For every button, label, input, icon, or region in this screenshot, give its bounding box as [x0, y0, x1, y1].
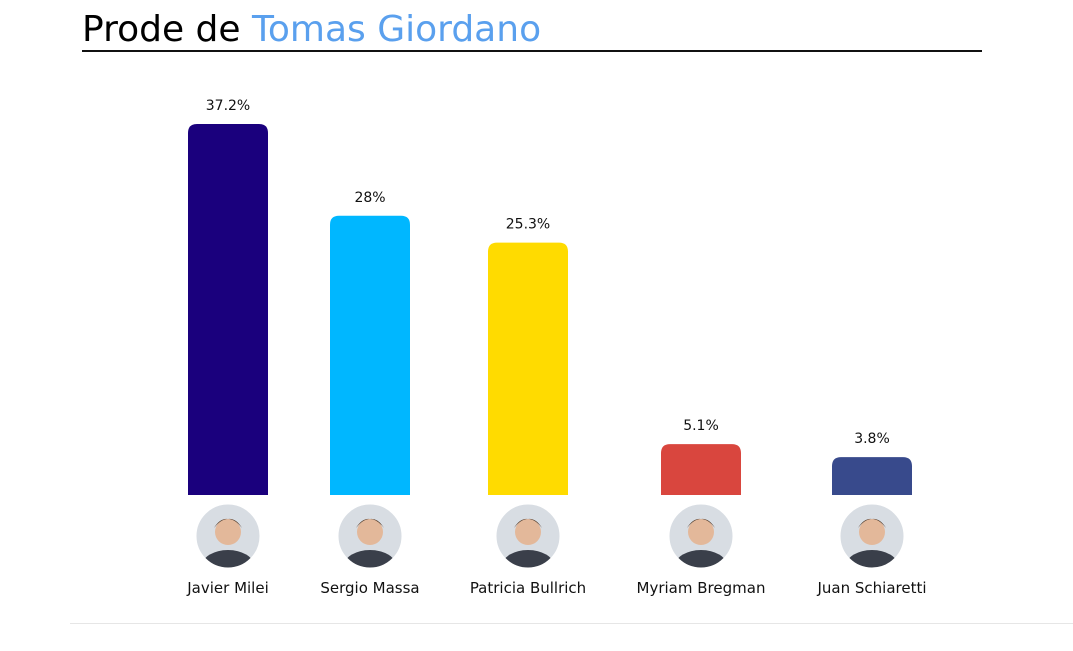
- bar: [188, 124, 268, 495]
- data-label: 3.8%: [854, 431, 890, 447]
- data-label: 25.3%: [506, 217, 550, 233]
- bar-group: 25.3% Patricia Bullrich: [470, 217, 586, 597]
- category-label: Sergio Massa: [320, 579, 419, 597]
- avatar-photo-icon: [337, 503, 403, 569]
- data-label: 37.2%: [206, 98, 250, 114]
- title-prefix: Prode de: [82, 9, 241, 50]
- avatar-photo-icon: [495, 503, 561, 569]
- page-header: Prode de Tomas Giordano: [82, 6, 982, 52]
- bar-group: 28% Sergio Massa: [320, 190, 419, 597]
- category-label: Myriam Bregman: [637, 579, 766, 597]
- avatar-photo-icon: [195, 503, 261, 569]
- footer-divider: [70, 623, 1073, 624]
- bar-group: 37.2% Javier Milei: [186, 98, 269, 597]
- title-name: Tomas Giordano: [252, 9, 542, 50]
- category-label: Juan Schiaretti: [816, 579, 926, 597]
- bar: [832, 457, 912, 495]
- data-label: 5.1%: [683, 418, 719, 434]
- avatar-photo-icon: [668, 503, 734, 569]
- avatar-photo-icon: [839, 503, 905, 569]
- category-label: Javier Milei: [186, 579, 269, 597]
- bar: [488, 242, 568, 495]
- bar: [661, 444, 741, 495]
- bar: [330, 215, 410, 495]
- data-label: 28%: [354, 190, 385, 206]
- bar-group: 5.1% Myriam Bregman: [637, 418, 766, 597]
- page-title: Prode de Tomas Giordano: [82, 6, 541, 54]
- bar-group: 3.8% Juan Schiaretti: [816, 431, 926, 597]
- category-label: Patricia Bullrich: [470, 579, 586, 597]
